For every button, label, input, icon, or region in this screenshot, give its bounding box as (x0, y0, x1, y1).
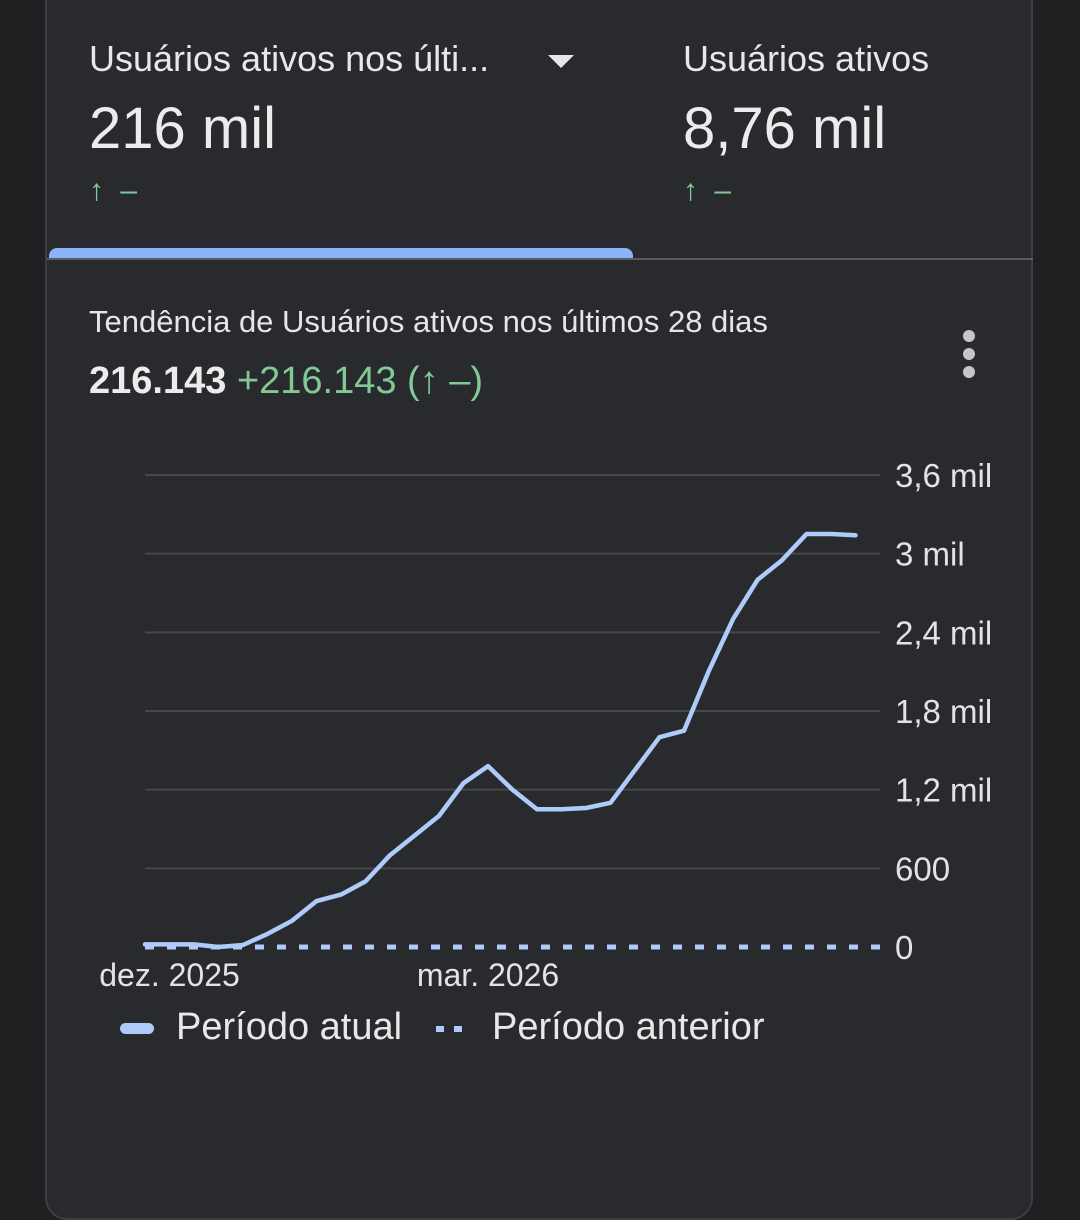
legend-item-current[interactable]: Período atual (120, 1006, 402, 1049)
y-tick-label: 2,4 mil (895, 614, 992, 651)
trend-line-chart: 0 600 1,2 mil 1,8 mil 2,4 mil 3 mil 3,6 mil dez… (0, 440, 1080, 1000)
metric-value: 216 mil (89, 100, 489, 158)
trend-total: 216.143 +216.143 (↑ –) (89, 360, 483, 403)
y-tick-label: 3,6 mil (895, 457, 992, 494)
trend-total-change: +216.143 (↑ –) (237, 360, 483, 402)
y-tick-label: 0 (895, 929, 913, 966)
y-tick-label: 1,8 mil (895, 693, 992, 730)
y-tick-label: 600 (895, 850, 950, 887)
metric-tab-active-users[interactable]: Usuários ativos 8,76 mil ↑ – (683, 38, 929, 208)
metric-delta: ↑ – (683, 174, 929, 208)
y-tick-label: 1,2 mil (895, 772, 992, 809)
legend-solid-swatch (120, 1023, 154, 1034)
trend-total-value: 216.143 (89, 360, 226, 402)
metric-title: Usuários ativos (683, 38, 929, 80)
x-tick-label: dez. 2025 (99, 957, 240, 993)
metric-value: 8,76 mil (683, 100, 929, 158)
caret-down-icon[interactable] (548, 55, 574, 68)
trend-title: Tendência de Usuários ativos nos últimos… (89, 304, 768, 340)
x-tick-label: mar. 2026 (417, 957, 559, 993)
metric-tab-active-users-28d[interactable]: Usuários ativos nos últi... 216 mil ↑ – (89, 38, 489, 208)
series-line-current (145, 534, 856, 947)
metric-title: Usuários ativos nos últi... (89, 38, 489, 80)
y-tick-label: 3 mil (895, 536, 965, 573)
selected-tab-indicator (49, 248, 633, 258)
legend-label: Período atual (176, 1006, 402, 1048)
more-options-icon[interactable] (955, 330, 983, 382)
metric-delta: ↑ – (89, 174, 489, 208)
legend-item-previous[interactable]: Período anterior (436, 1006, 765, 1049)
tab-divider (47, 258, 1033, 260)
legend-dashed-swatch (436, 1026, 470, 1032)
legend-label: Período anterior (492, 1006, 765, 1048)
